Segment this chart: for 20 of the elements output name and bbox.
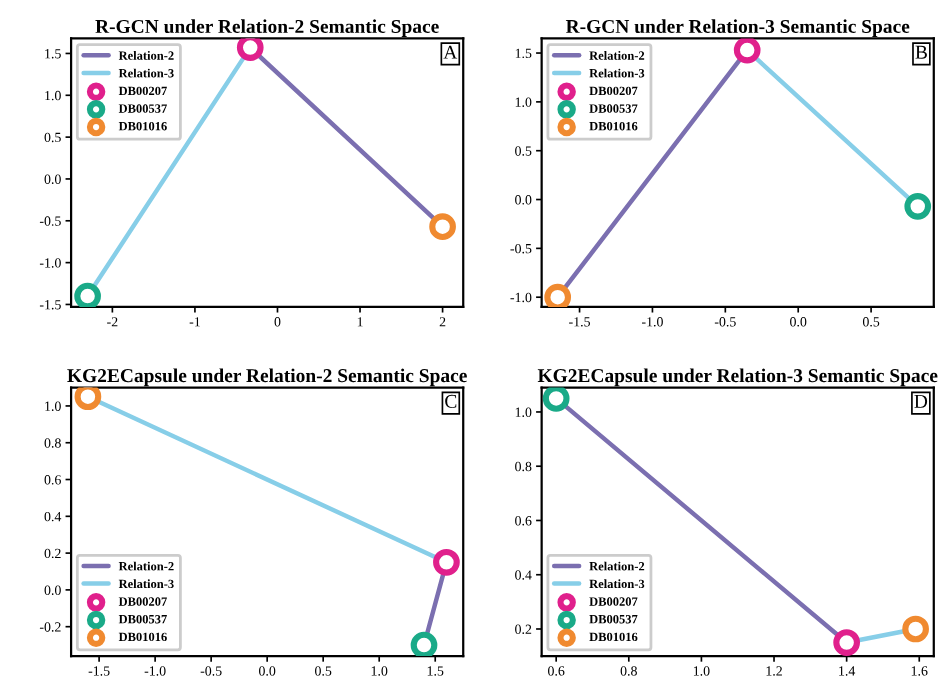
point bbox=[542, 387, 570, 412]
point bbox=[429, 213, 456, 241]
annotation: C bbox=[445, 394, 457, 408]
chart-title: KG2ECapsule under Relation-3 Semantic Space bbox=[537, 368, 938, 387]
point bbox=[410, 631, 438, 657]
chart-title: R-GCN under Relation-3 Semantic Space bbox=[565, 19, 910, 37]
point bbox=[833, 629, 860, 656]
point bbox=[74, 282, 101, 307]
chart-title: R-GCN under Relation-2 Semantic Space bbox=[95, 19, 439, 37]
point bbox=[74, 387, 102, 411]
point bbox=[904, 193, 932, 220]
point bbox=[544, 283, 572, 307]
point bbox=[236, 38, 264, 61]
point bbox=[733, 38, 761, 64]
chart-title: KG2ECapsule under Relation-2 Semantic Space bbox=[67, 368, 467, 387]
point bbox=[433, 548, 460, 576]
annotation: D bbox=[914, 395, 928, 408]
annotation: B bbox=[915, 45, 927, 59]
annotation: A bbox=[443, 45, 458, 59]
point bbox=[902, 615, 929, 643]
